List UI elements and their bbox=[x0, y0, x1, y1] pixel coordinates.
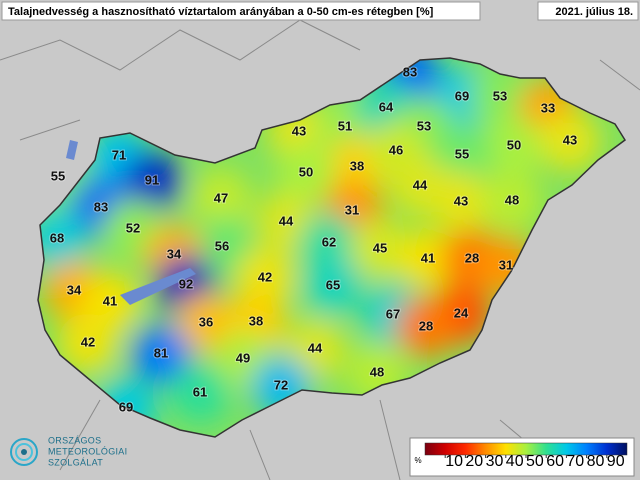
station-value: 24 bbox=[454, 305, 469, 320]
station-value: 46 bbox=[389, 142, 403, 157]
station-value: 38 bbox=[249, 313, 263, 328]
station-value: 31 bbox=[345, 202, 359, 217]
station-value: 43 bbox=[454, 193, 468, 208]
logo-text: ORSZÁGOS bbox=[48, 435, 101, 445]
tick-label: 10 bbox=[445, 453, 463, 470]
station-value: 56 bbox=[215, 238, 229, 253]
station-value: 44 bbox=[413, 177, 428, 192]
logo-ring bbox=[15, 443, 33, 461]
tick-label: 80 bbox=[587, 453, 605, 470]
station-value: 49 bbox=[236, 350, 250, 365]
station-value: 44 bbox=[308, 340, 323, 355]
logo-ring bbox=[10, 438, 38, 466]
moisture-blob bbox=[192, 217, 252, 277]
title-box bbox=[1, 1, 481, 21]
tick-label: 40 bbox=[506, 453, 524, 470]
station-value: 52 bbox=[126, 220, 140, 235]
moisture-blob bbox=[350, 219, 410, 279]
moisture-blob bbox=[470, 67, 530, 127]
station-value: 91 bbox=[145, 172, 159, 187]
moisture-blob bbox=[131, 324, 191, 384]
station-value: 28 bbox=[419, 318, 433, 333]
station-value: 51 bbox=[338, 118, 352, 133]
moisture-blob bbox=[191, 169, 251, 229]
station-value: 44 bbox=[279, 213, 294, 228]
moisture-blob bbox=[303, 256, 363, 316]
tick-label: 90 bbox=[607, 453, 625, 470]
station-value: 47 bbox=[214, 190, 228, 205]
moisture-blob bbox=[122, 151, 182, 211]
tick-label: 30 bbox=[486, 453, 504, 470]
station-value: 43 bbox=[563, 132, 577, 147]
station-value: 64 bbox=[379, 99, 394, 114]
station-value: 31 bbox=[499, 257, 513, 272]
station-value: 69 bbox=[455, 88, 469, 103]
station-value: 28 bbox=[465, 250, 479, 265]
moisture-blob bbox=[299, 213, 359, 273]
tick-label: 60 bbox=[546, 453, 564, 470]
lake bbox=[66, 140, 78, 160]
station-value: 69 bbox=[119, 399, 133, 414]
station-value: 34 bbox=[167, 246, 182, 261]
station-value: 41 bbox=[103, 293, 117, 308]
station-value: 42 bbox=[258, 269, 272, 284]
station-value: 41 bbox=[421, 250, 435, 265]
date: 2021. július 18. bbox=[555, 6, 633, 18]
legend-unit: % bbox=[414, 456, 421, 465]
logo-dot bbox=[21, 449, 27, 455]
station-value: 92 bbox=[179, 276, 193, 291]
logo: ORSZÁGOS METEOROLÓGIAI SZOLGÁLAT bbox=[10, 435, 127, 467]
station-value: 50 bbox=[507, 137, 521, 152]
station-value: 53 bbox=[417, 118, 431, 133]
moisture-blob bbox=[396, 297, 456, 357]
moisture-blob bbox=[398, 229, 458, 289]
station-value: 65 bbox=[326, 277, 340, 292]
station-value: 81 bbox=[154, 345, 168, 360]
tick-label: 50 bbox=[526, 453, 544, 470]
station-value: 55 bbox=[455, 146, 469, 161]
colorbar-ticks: 10 20 30 40 50 60 70 80 90 bbox=[444, 453, 625, 470]
station-value: 48 bbox=[370, 364, 384, 379]
station-value: 62 bbox=[322, 234, 336, 249]
date-box bbox=[537, 1, 639, 21]
station-value: 38 bbox=[350, 158, 364, 173]
station-value: 48 bbox=[505, 192, 519, 207]
station-value: 50 bbox=[299, 164, 313, 179]
station-value: 45 bbox=[373, 240, 387, 255]
title: Talajnedvesség a hasznosítható víztartal… bbox=[8, 6, 434, 18]
station-value: 83 bbox=[403, 64, 417, 79]
moisture-blob bbox=[484, 116, 544, 176]
moisture-blob bbox=[432, 125, 492, 185]
station-value: 43 bbox=[292, 123, 306, 138]
logo-text: SZOLGÁLAT bbox=[48, 457, 103, 467]
station-value: 72 bbox=[274, 377, 288, 392]
station-value: 36 bbox=[199, 314, 213, 329]
tick-label: 70 bbox=[566, 453, 584, 470]
logo-text: METEOROLÓGIAI bbox=[48, 446, 127, 456]
station-value: 83 bbox=[94, 199, 108, 214]
station-value: 67 bbox=[386, 306, 400, 321]
station-value: 71 bbox=[112, 147, 126, 162]
station-value: 61 bbox=[193, 384, 207, 399]
lake-balaton bbox=[120, 268, 196, 305]
station-value: 34 bbox=[67, 282, 82, 297]
moisture-blob bbox=[540, 111, 600, 171]
moisture-blob bbox=[276, 143, 336, 203]
moisture-blob bbox=[176, 293, 236, 353]
station-value: 55 bbox=[51, 168, 65, 183]
moisture-blob bbox=[482, 171, 542, 231]
tick-label: 20 bbox=[465, 453, 483, 470]
moisture-blob bbox=[170, 363, 230, 423]
station-labels: 83 69 53 33 43 51 64 53 50 43 71 55 91 38 46 55 50 44 47 31… bbox=[49, 63, 578, 415]
moisture-blob bbox=[431, 172, 491, 232]
moisture-field bbox=[38, 58, 600, 437]
station-value: 68 bbox=[50, 230, 64, 245]
station-value: 53 bbox=[493, 88, 507, 103]
station-value: 42 bbox=[81, 334, 95, 349]
station-value: 33 bbox=[541, 100, 555, 115]
moisture-blob bbox=[58, 313, 118, 373]
